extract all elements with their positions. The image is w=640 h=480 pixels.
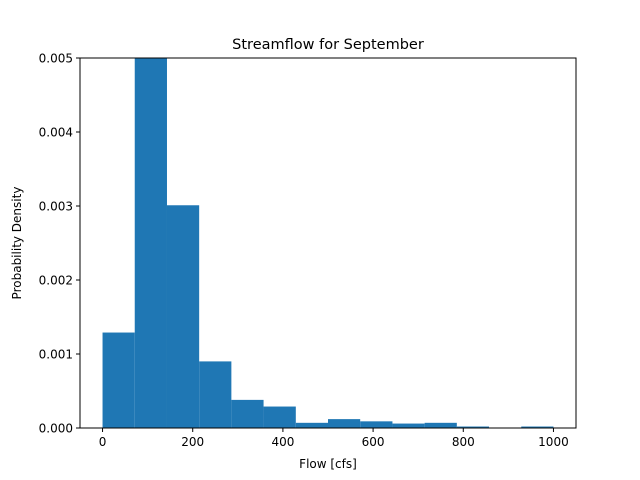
histogram-bar-13 — [521, 426, 554, 428]
x-tick-label: 400 — [271, 435, 294, 449]
histogram-bar-7 — [328, 419, 361, 428]
histogram-bar-4 — [231, 399, 264, 428]
y-tick-label: 0.002 — [39, 274, 73, 288]
x-tick-label: 800 — [452, 435, 475, 449]
histogram-bar-8 — [360, 421, 393, 428]
x-tick-label: 200 — [181, 435, 204, 449]
histogram-bars — [102, 58, 554, 428]
y-tick-label: 0.005 — [39, 52, 73, 66]
x-axis-label: Flow [cfs] — [299, 457, 357, 471]
histogram-bar-5 — [263, 406, 296, 428]
histogram-bar-3 — [199, 361, 232, 428]
y-axis-label: Probability Density — [10, 187, 24, 300]
x-axis-ticks: 0 200 400 600 800 1000 — [99, 428, 569, 449]
plot-frame — [79, 57, 577, 429]
histogram-bar-2 — [166, 205, 200, 428]
x-tick-label: 0 — [99, 435, 107, 449]
histogram-bar-10 — [424, 422, 457, 428]
chart-title: Streamflow for September — [232, 37, 424, 53]
histogram-bar-9 — [392, 423, 425, 428]
y-tick-label: 0.001 — [39, 348, 73, 362]
histogram-bar-0 — [102, 332, 135, 428]
histogram-bar-11 — [456, 426, 490, 428]
y-axis-ticks: 0.000 0.001 0.002 0.003 0.004 0.005 — [39, 52, 80, 436]
histogram-bar-6 — [295, 422, 328, 428]
histogram-bar-1 — [134, 58, 167, 428]
x-tick-label: 600 — [362, 435, 385, 449]
x-tick-label: 1000 — [538, 435, 569, 449]
y-tick-label: 0.003 — [39, 200, 73, 214]
y-tick-label: 0.000 — [39, 422, 73, 436]
y-tick-label: 0.004 — [39, 126, 73, 140]
